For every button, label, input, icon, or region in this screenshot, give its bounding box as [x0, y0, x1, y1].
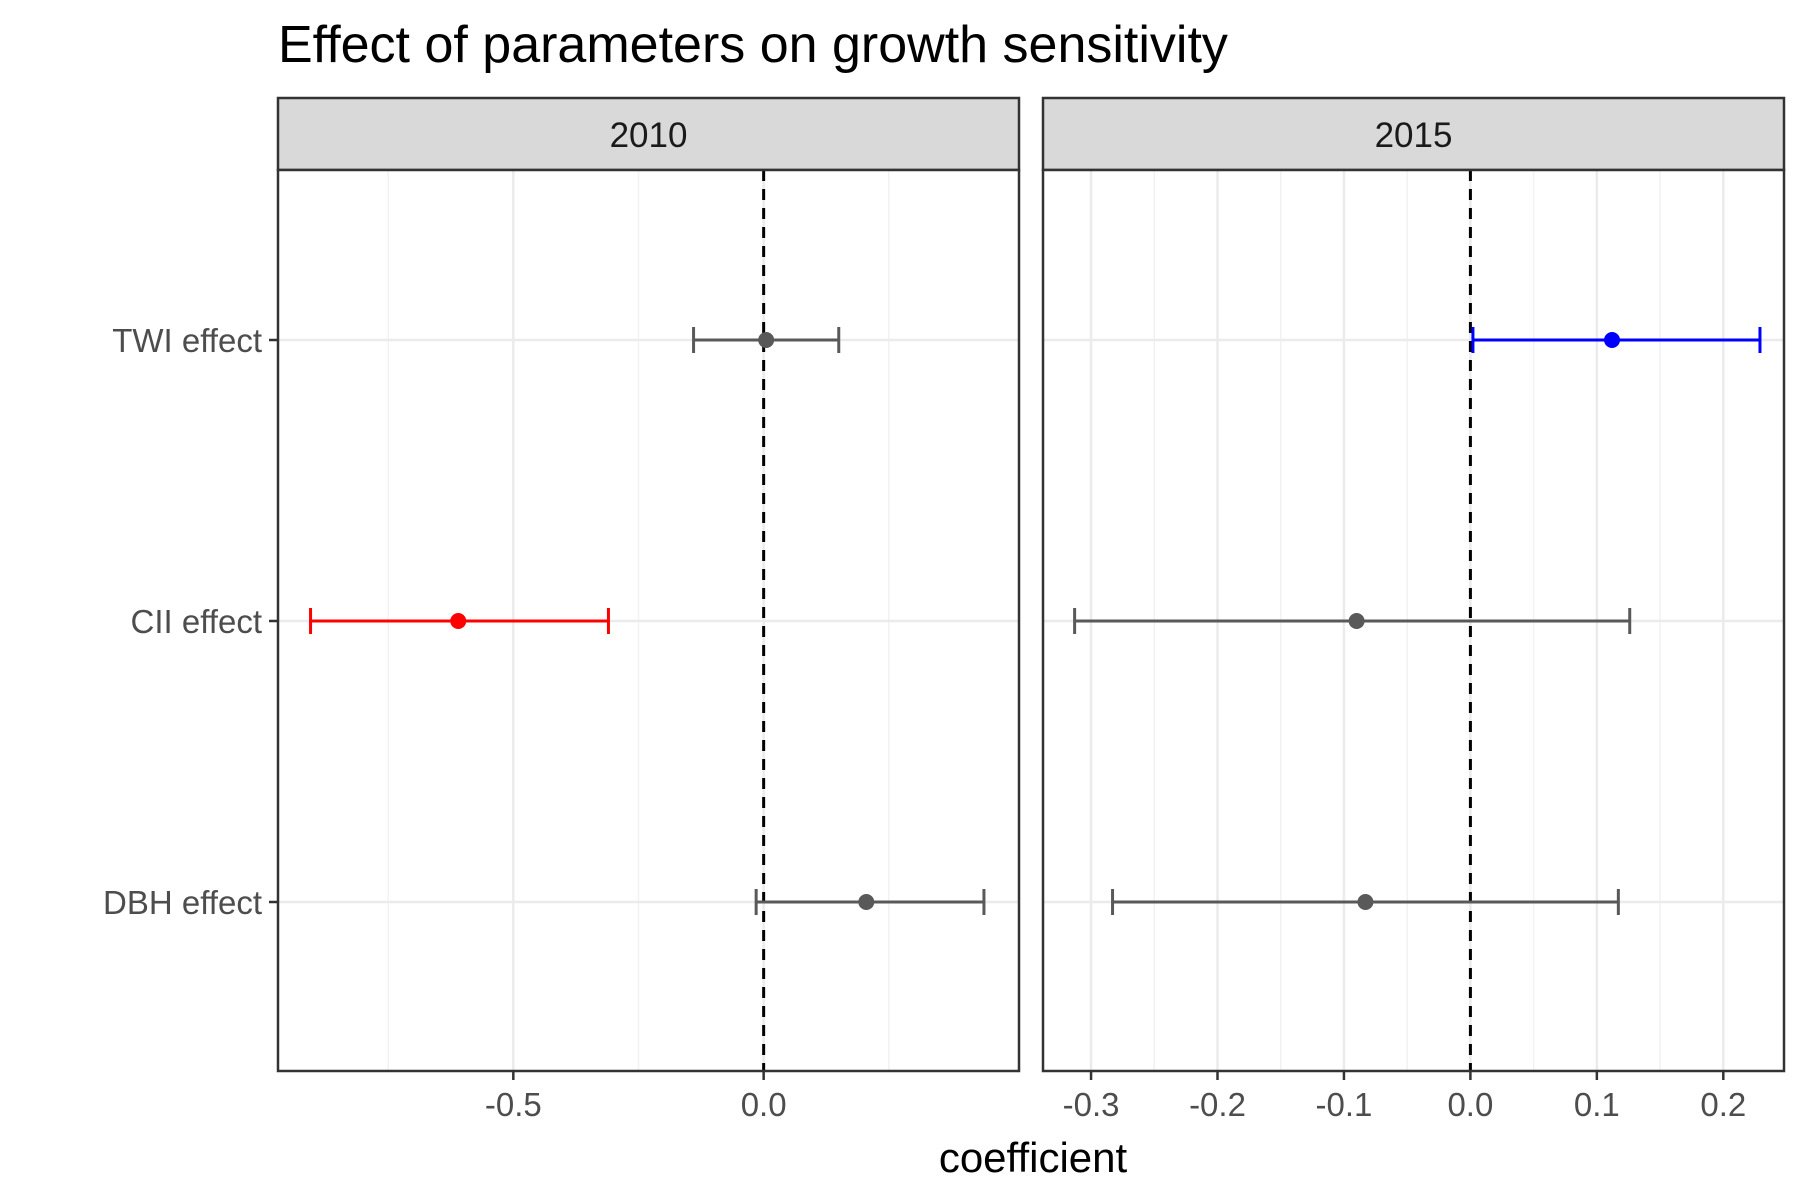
x-tick-label: 0.0	[1447, 1086, 1493, 1123]
x-axis-title: coefficient	[939, 1134, 1128, 1181]
facet-strip-label: 2015	[1375, 116, 1453, 155]
y-tick-label: DBH effect	[103, 884, 262, 921]
estimate-cii-effect	[1073, 608, 1632, 634]
x-tick-label: -0.5	[485, 1086, 542, 1123]
facet-strip-label: 2010	[610, 116, 688, 155]
point-estimate	[858, 894, 875, 910]
x-tick-label: -0.2	[1189, 1086, 1246, 1123]
x-tick-label: 0.2	[1700, 1086, 1746, 1123]
y-axis: TWI effect CII effect DBH effect	[103, 322, 278, 921]
y-tick-label: TWI effect	[112, 322, 262, 359]
estimate-cii-effect	[309, 608, 610, 634]
estimate-twi-effect	[692, 327, 841, 353]
facet-panel-2015: 2015 -0.3 -0.2 -0.1 0.0 0.1 0.2	[1041, 96, 1786, 1123]
point-estimate	[1348, 613, 1365, 629]
point-estimate	[1357, 894, 1374, 910]
x-tick-label: 0.1	[1574, 1086, 1620, 1123]
y-tick-label: CII effect	[131, 603, 262, 640]
facet-strip	[1041, 96, 1786, 172]
x-tick-label: 0.0	[741, 1086, 787, 1123]
facet-strip	[276, 96, 1021, 172]
estimate-dbh-effect	[754, 889, 986, 915]
x-tick-label: -0.3	[1063, 1086, 1120, 1123]
chart-title: Effect of parameters on growth sensitivi…	[278, 16, 1228, 74]
facet-panel-2010: 2010 -0.5 0.0	[276, 96, 1021, 1123]
facet-panels: 2010 -0.5 0.0 2015 -0.3 -0.2 -0.1 0.0 0.1 0.2	[276, 96, 1786, 1123]
x-tick-label: -0.1	[1316, 1086, 1373, 1123]
point-estimate	[1604, 332, 1621, 348]
point-estimate	[758, 332, 775, 348]
point-estimate	[450, 613, 467, 629]
estimate-dbh-effect	[1111, 889, 1620, 915]
estimate-twi-effect	[1471, 327, 1762, 353]
panel-border	[1041, 168, 1786, 1073]
